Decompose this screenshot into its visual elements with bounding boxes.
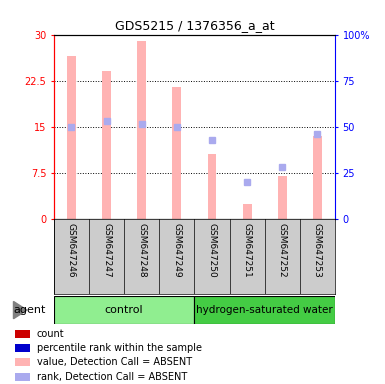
Bar: [243, 204, 251, 219]
Text: GSM647250: GSM647250: [208, 223, 216, 277]
Bar: [208, 154, 216, 219]
Text: GSM647249: GSM647249: [172, 223, 181, 277]
Text: control: control: [105, 305, 144, 315]
Text: GSM647253: GSM647253: [313, 223, 322, 277]
Text: GSM647247: GSM647247: [102, 223, 111, 277]
Bar: [172, 87, 181, 219]
Text: GSM647248: GSM647248: [137, 223, 146, 277]
Bar: [15, 373, 30, 381]
Text: GSM647251: GSM647251: [243, 223, 252, 277]
Text: hydrogen-saturated water: hydrogen-saturated water: [196, 305, 333, 315]
Bar: [313, 136, 322, 219]
Bar: [102, 71, 111, 219]
Text: GSM647246: GSM647246: [67, 223, 76, 277]
Bar: [15, 344, 30, 352]
Bar: [15, 329, 30, 338]
Bar: [15, 358, 30, 366]
Polygon shape: [13, 301, 27, 319]
Bar: [137, 41, 146, 219]
Bar: [194, 296, 335, 324]
Text: value, Detection Call = ABSENT: value, Detection Call = ABSENT: [37, 358, 192, 367]
Text: count: count: [37, 329, 65, 339]
Title: GDS5215 / 1376356_a_at: GDS5215 / 1376356_a_at: [115, 19, 274, 32]
Bar: [278, 176, 287, 219]
Bar: [54, 296, 194, 324]
Text: agent: agent: [14, 305, 46, 315]
Bar: [67, 56, 76, 219]
Text: percentile rank within the sample: percentile rank within the sample: [37, 343, 202, 353]
Text: rank, Detection Call = ABSENT: rank, Detection Call = ABSENT: [37, 372, 187, 382]
Text: GSM647252: GSM647252: [278, 223, 287, 277]
